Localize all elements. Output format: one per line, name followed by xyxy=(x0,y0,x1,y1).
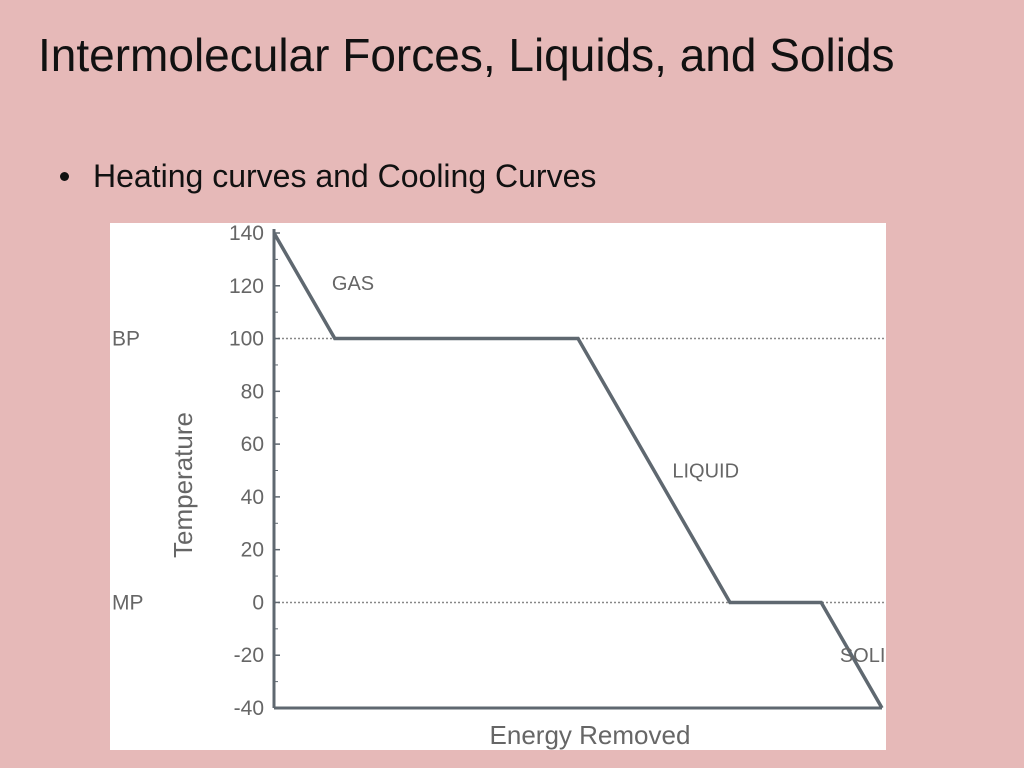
series-group xyxy=(272,232,884,709)
y-tick-label: -20 xyxy=(234,644,264,667)
annotation-gas: GAS xyxy=(332,273,374,295)
cooling-curve-chart: BP MP 140 120 100 80 60 40 20 0 -20 -40 GAS LIQUID S… xyxy=(110,223,886,750)
bullet-item: Heating curves and Cooling Curves xyxy=(60,158,596,195)
y-tick-label: 40 xyxy=(241,486,264,509)
y-tick-label: 120 xyxy=(229,275,264,298)
slide-title: Intermolecular Forces, Liquids, and Soli… xyxy=(38,29,895,81)
x-axis-label: Energy Removed xyxy=(490,720,691,750)
series-line xyxy=(272,232,884,709)
annotation-solid: SOLID xyxy=(840,645,886,667)
reference-label-mp: MP xyxy=(112,591,144,614)
y-tick-label: 140 xyxy=(229,223,264,245)
bullet-text: Heating curves and Cooling Curves xyxy=(93,158,597,194)
y-tick-label: 0 xyxy=(252,591,264,614)
y-tick-label: 20 xyxy=(241,539,264,562)
y-tick-label: 100 xyxy=(229,328,264,351)
y-axis-label: Temperature xyxy=(168,412,198,558)
bullet-dot-icon xyxy=(60,172,69,181)
annotations: GAS LIQUID SOLID xyxy=(332,273,886,667)
annotation-liquid: LIQUID xyxy=(672,461,739,483)
chart-svg: BP MP 140 120 100 80 60 40 20 0 -20 -40 GAS LIQUID S… xyxy=(112,223,886,750)
y-axis: 140 120 100 80 60 40 20 0 -20 -40 xyxy=(229,223,280,720)
y-tick-label: 80 xyxy=(241,380,264,403)
y-tick-label: -40 xyxy=(234,697,264,720)
y-tick-label: 60 xyxy=(241,433,264,456)
reference-lines: BP MP xyxy=(112,328,884,614)
reference-label-bp: BP xyxy=(112,328,140,351)
